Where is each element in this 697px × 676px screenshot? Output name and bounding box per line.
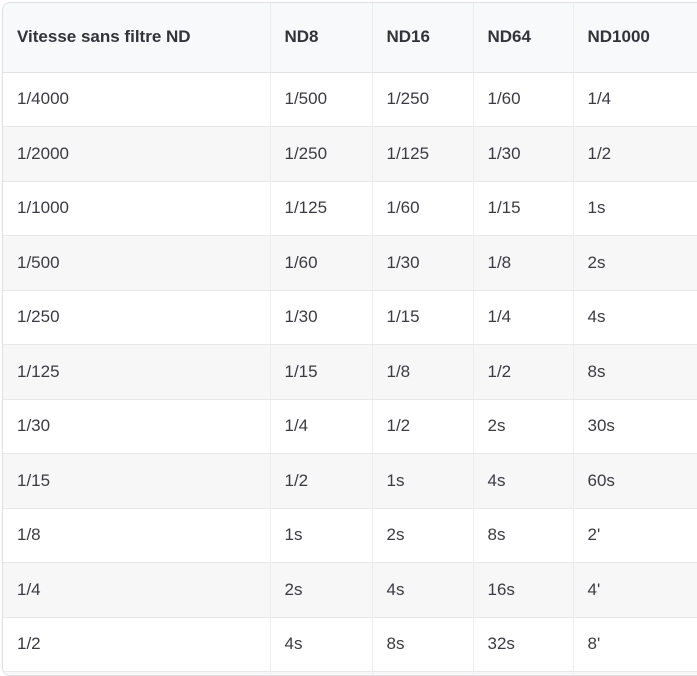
- table-cell: 1/2: [270, 453, 373, 509]
- table-cell: 4s: [473, 453, 574, 509]
- header-cell-nd8: ND8: [270, 3, 373, 73]
- table-cell: 1/500: [270, 72, 373, 127]
- table-cell: 1/15: [3, 453, 271, 509]
- table-cell: 1/125: [270, 181, 373, 236]
- table-cell: 1/250: [270, 126, 373, 182]
- table-row: 1/1000 1/125 1/60 1/15 1s: [3, 181, 697, 236]
- table-cell: 1/2: [372, 399, 474, 454]
- table-cell: 1/1000: [3, 181, 271, 236]
- table-cell: 1/500: [3, 235, 271, 291]
- table-cell: 2s: [473, 399, 574, 454]
- table-cell: 1s: [270, 508, 373, 563]
- table-cell: 1/125: [3, 344, 271, 400]
- table-cell: 1/8: [3, 508, 271, 563]
- table-cell: 1/4: [3, 562, 271, 618]
- header-cell-vitesse-sans-filtre: Vitesse sans filtre ND: [3, 3, 271, 73]
- table-cell: 1/15: [270, 344, 373, 400]
- table-cell: 2s: [372, 508, 474, 563]
- table-cell: 8': [573, 617, 697, 672]
- table-cell: 1/2: [573, 126, 697, 182]
- table-cell: 60s: [573, 453, 697, 509]
- table-row: 1/8 1s 2s 8s 2': [3, 508, 697, 563]
- table-cell: 1s: [573, 181, 697, 236]
- table-cell: 1/2000: [3, 126, 271, 182]
- table-cell: 2s: [573, 235, 697, 291]
- nd-conversion-table: Vitesse sans filtre ND ND8 ND16 ND64 ND1…: [3, 3, 697, 675]
- header-cell-nd1000: ND1000: [573, 3, 697, 73]
- table-cell: 2': [573, 508, 697, 563]
- table-cell: 8s: [372, 617, 474, 672]
- table-row: 1/15 1/2 1s 4s 60s: [3, 453, 697, 509]
- table-cell: 4': [573, 562, 697, 618]
- table-row: 1/4000 1/500 1/250 1/60 1/4: [3, 72, 697, 127]
- table-cell: 1/4: [473, 290, 574, 345]
- header-cell-nd16: ND16: [372, 3, 474, 73]
- table-cell: 2s: [270, 562, 373, 618]
- table-cell: [573, 671, 697, 675]
- table-cell: [473, 671, 574, 675]
- table-cell: 1s: [372, 453, 474, 509]
- table-cell: 32s: [473, 617, 574, 672]
- table-row: 1/2 4s 8s 32s 8': [3, 617, 697, 672]
- table-row-partial: [3, 671, 697, 675]
- table-cell: [372, 671, 474, 675]
- table-row: 1/30 1/4 1/2 2s 30s: [3, 399, 697, 454]
- table-cell: 1/30: [473, 126, 574, 182]
- table-cell: 1/60: [372, 181, 474, 236]
- table-cell: [270, 671, 373, 675]
- table-row: 1/2000 1/250 1/125 1/30 1/2: [3, 126, 697, 182]
- table-cell: 30s: [573, 399, 697, 454]
- table-cell: 1/4: [573, 72, 697, 127]
- table-cell: 4s: [573, 290, 697, 345]
- table-cell: 1/15: [372, 290, 474, 345]
- table-row: 1/500 1/60 1/30 1/8 2s: [3, 235, 697, 291]
- table-header-row: Vitesse sans filtre ND ND8 ND16 ND64 ND1…: [3, 3, 697, 73]
- table-cell: 8s: [473, 508, 574, 563]
- table-cell: 1/15: [473, 181, 574, 236]
- table-cell: 1/125: [372, 126, 474, 182]
- table-cell: 4s: [372, 562, 474, 618]
- table-cell: 1/8: [473, 235, 574, 291]
- table-row: 1/250 1/30 1/15 1/4 4s: [3, 290, 697, 345]
- table-cell: [3, 671, 271, 675]
- table-cell: 8s: [573, 344, 697, 400]
- table-cell: 1/4: [270, 399, 373, 454]
- table-cell: 1/250: [372, 72, 474, 127]
- table-cell: 1/30: [372, 235, 474, 291]
- table-cell: 1/8: [372, 344, 474, 400]
- table-cell: 1/30: [3, 399, 271, 454]
- header-cell-nd64: ND64: [473, 3, 574, 73]
- table-row: 1/125 1/15 1/8 1/2 8s: [3, 344, 697, 400]
- table-cell: 1/60: [270, 235, 373, 291]
- table-cell: 4s: [270, 617, 373, 672]
- table-cell: 1/30: [270, 290, 373, 345]
- table-cell: 1/4000: [3, 72, 271, 127]
- table-cell: 1/60: [473, 72, 574, 127]
- table-cell: 16s: [473, 562, 574, 618]
- table-cell: 1/250: [3, 290, 271, 345]
- table-row: 1/4 2s 4s 16s 4': [3, 562, 697, 618]
- table-cell: 1/2: [3, 617, 271, 672]
- table-cell: 1/2: [473, 344, 574, 400]
